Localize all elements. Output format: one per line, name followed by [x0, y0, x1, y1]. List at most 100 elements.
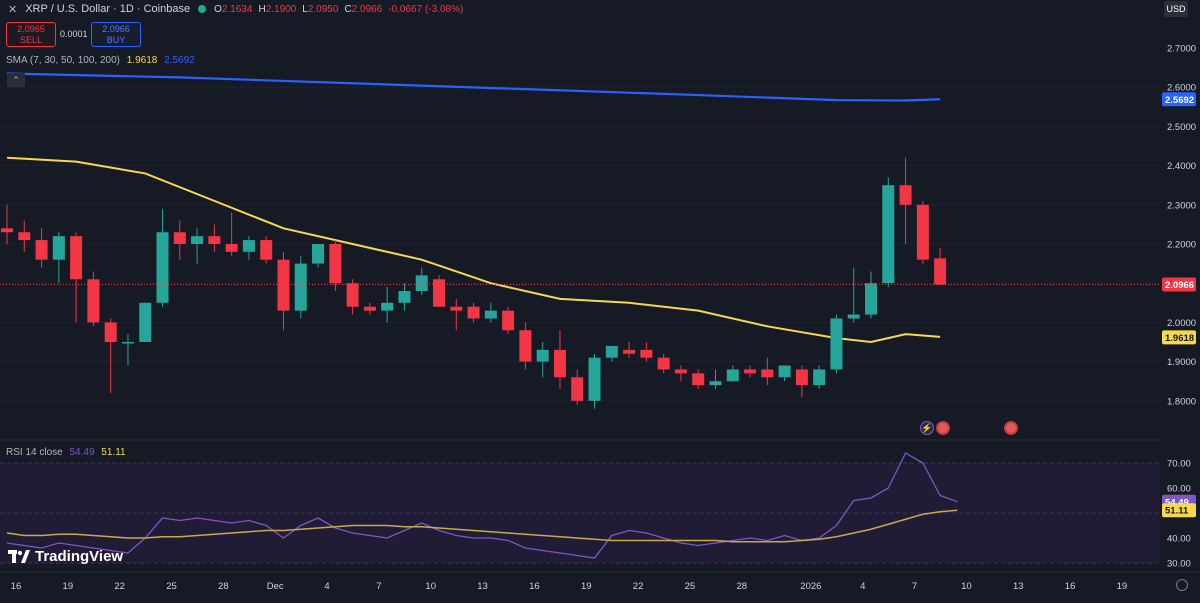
rsi-legend[interactable]: RSI 14 close 54.49 51.11	[6, 447, 126, 458]
close-icon[interactable]: ✕	[8, 3, 18, 16]
candle	[692, 369, 705, 390]
candle	[467, 302, 480, 323]
candle-body	[312, 244, 325, 264]
time-tick-label: 19	[1117, 581, 1128, 592]
candle-body	[104, 322, 117, 342]
candle	[605, 345, 618, 362]
candle-body	[899, 185, 912, 205]
sma-lines	[6, 72, 941, 344]
candle-body	[35, 240, 48, 260]
sma-fast-line	[6, 156, 941, 344]
price-tick-label: 1.8000	[1167, 396, 1196, 407]
chevron-up-icon: ⌃	[12, 75, 20, 85]
candle-body	[381, 302, 394, 311]
candle-body	[346, 283, 359, 307]
candle	[847, 267, 860, 323]
price-tick-label: 2.4000	[1167, 161, 1196, 172]
candle	[52, 232, 65, 284]
candle	[260, 236, 273, 264]
candle-body	[519, 330, 532, 362]
candle-body	[242, 240, 255, 252]
candle-body	[363, 306, 376, 311]
candle-body	[726, 369, 739, 382]
time-tick-label: 13	[1013, 581, 1024, 592]
rsi-ma-value-tag: 51.11	[1165, 506, 1189, 517]
ohlc-item: -0.0667 (-3.08%)	[388, 4, 463, 15]
flag-icon[interactable]	[936, 421, 950, 435]
gear-icon[interactable]	[1176, 579, 1188, 591]
candle-body	[778, 365, 791, 378]
sma-fast-value-tag-bg	[1162, 330, 1196, 345]
candle-body	[571, 377, 584, 401]
ohlc-value: 2.1634	[221, 4, 253, 15]
candle	[121, 334, 134, 366]
candle	[329, 240, 342, 292]
candle-body	[674, 369, 687, 374]
candle-body	[744, 369, 757, 374]
sell-button[interactable]: 2.0965 SELL	[6, 22, 56, 47]
price-tick-label: 2.5000	[1167, 122, 1196, 133]
candle	[398, 283, 411, 311]
candle-body	[173, 232, 186, 244]
candle-body	[657, 357, 670, 370]
time-tick-label: 10	[961, 581, 972, 592]
candle-body	[882, 185, 895, 284]
candle	[761, 357, 774, 386]
ohlc-key: O	[214, 4, 222, 15]
candle	[795, 365, 808, 397]
candle-body	[208, 236, 221, 244]
candle	[916, 200, 929, 264]
candle	[87, 271, 100, 327]
time-tick-label: 28	[736, 581, 747, 592]
market-open-icon	[198, 5, 207, 13]
candle-body	[415, 275, 428, 292]
time-tick-label: 4	[860, 581, 865, 592]
sma-legend[interactable]: SMA (7, 30, 50, 100, 200) 1.9618 2.5692	[6, 55, 195, 66]
time-tick-label: 25	[166, 581, 177, 592]
candle-body	[260, 240, 273, 260]
candle	[553, 330, 566, 390]
candle	[415, 267, 428, 295]
time-tick-label: 4	[324, 581, 329, 592]
candle	[18, 220, 31, 252]
currency-button[interactable]: USD	[1164, 1, 1188, 17]
price-tick-label: 2.0000	[1167, 318, 1196, 329]
time-tick-label: 28	[218, 581, 229, 592]
candle-body	[139, 302, 152, 342]
rsi-tick-label: 30.00	[1167, 559, 1191, 570]
candle	[726, 365, 739, 382]
buy-label: BUY	[106, 35, 126, 45]
candle-body	[294, 263, 307, 311]
ohlc-key: H	[258, 4, 266, 15]
rsi-band	[0, 463, 1160, 563]
candle-body	[813, 369, 826, 386]
candle-body	[18, 232, 31, 241]
last-price-tag: 2.0966	[1165, 280, 1194, 291]
sma-legend-value-fast: 1.9618	[126, 55, 158, 66]
ohlc-value: 2.1900	[265, 4, 297, 15]
time-tick-label: 19	[581, 581, 592, 592]
candle	[744, 365, 757, 378]
candle-body	[847, 314, 860, 319]
bolt-icon[interactable]: ⚡	[920, 421, 934, 435]
time-tick-label: 2026	[800, 581, 821, 592]
symbol-title[interactable]: XRP / U.S. Dollar · 1D · Coinbase	[25, 3, 191, 15]
candle	[571, 369, 584, 405]
ohlc-key: C	[344, 4, 352, 15]
flag-icon[interactable]	[1004, 421, 1018, 435]
time-tick-label: 16	[529, 581, 540, 592]
ohlc-value: 2.0950	[307, 4, 339, 15]
candle	[640, 342, 653, 362]
rsi-ma-value-tag-bg	[1162, 503, 1196, 518]
buy-button[interactable]: 2.0966 BUY	[91, 22, 141, 47]
price-tick-label: 1.9000	[1167, 357, 1196, 368]
candle-body	[329, 244, 342, 284]
buy-price: 2.0966	[102, 24, 130, 34]
candle	[294, 255, 307, 319]
sma-legend-name: SMA (7, 30, 50, 100, 200)	[6, 55, 120, 66]
rsi-legend-value: 54.49	[69, 447, 95, 458]
candle-body	[121, 342, 134, 344]
candle-body	[830, 318, 843, 370]
collapse-legend-button[interactable]: ⌃	[7, 73, 25, 87]
